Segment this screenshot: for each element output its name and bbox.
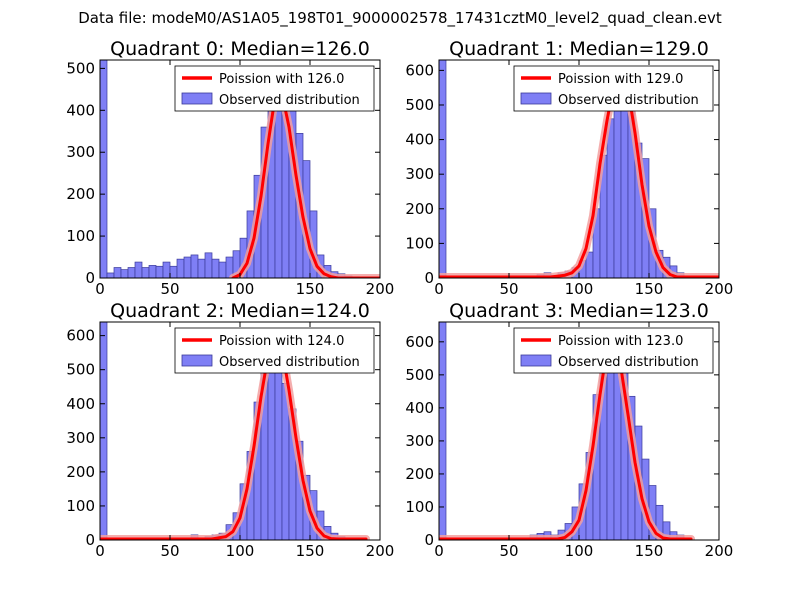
quadrant-3-xtick-label: 200 — [705, 542, 734, 560]
quadrant-0-hist-bar — [197, 258, 206, 278]
quadrant-0-hist-bar — [113, 267, 122, 278]
quadrant-0-ytick-label: 300 — [66, 143, 95, 161]
quadrant-3-legend-hist-swatch — [520, 354, 552, 367]
quadrant-0-hist-bar — [162, 261, 171, 278]
quadrant-2-legend-observed-label: Observed distribution — [219, 355, 360, 370]
quadrant-0-hist-bar — [190, 254, 199, 278]
quadrant-2-ytick-label: 300 — [66, 429, 95, 447]
quadrant-0-hist-bar — [155, 265, 164, 278]
quadrant-2-ytick-label: 600 — [66, 327, 95, 345]
quadrant-1-xtick-label: 150 — [635, 280, 664, 298]
quadrant-0-ytick-label: 100 — [66, 227, 95, 245]
quadrant-3-ytick-label: 400 — [405, 399, 434, 417]
quadrant-0-xtick-label: 100 — [226, 280, 255, 298]
quadrant-3-plot-area — [439, 322, 695, 540]
quadrant-2-panel: 0 50 100 150 200 0 100 200 300 400 500 600 Quadrant … — [66, 300, 394, 560]
quadrant-3-ytick-label: 200 — [405, 465, 434, 483]
quadrant-0-hist-bar — [127, 267, 136, 278]
quadrant-0-xtick-label: 0 — [95, 280, 105, 298]
quadrant-2-ytick-label: 0 — [85, 531, 95, 549]
quadrant-0-ytick-label: 0 — [85, 269, 95, 287]
quadrant-1-legend-observed-label: Observed distribution — [558, 93, 699, 108]
quadrant-2-title: Quadrant 2: Median=124.0 — [110, 300, 370, 322]
quadrant-2-ytick-label: 400 — [66, 395, 95, 413]
quadrant-1-ytick-label: 300 — [405, 165, 434, 183]
quadrant-0-ytick-label: 400 — [66, 101, 95, 119]
quadrant-0-hist-bar — [148, 265, 157, 278]
quadrant-3-ytick-label: 100 — [405, 498, 434, 516]
quadrant-1-hist-bar — [439, 60, 447, 278]
quadrant-3-xtick-label: 150 — [635, 542, 664, 560]
quadrant-1-ytick-label: 200 — [405, 200, 434, 218]
quadrant-1-ytick-label: 400 — [405, 131, 434, 149]
quadrant-3-hist-bar — [606, 353, 615, 540]
quadrant-3-legend-observed-label: Observed distribution — [558, 355, 699, 370]
quadrant-3-ytick-label: 500 — [405, 366, 434, 384]
quadrant-3-title: Quadrant 3: Median=123.0 — [449, 300, 709, 322]
quadrant-2-xtick-label: 100 — [226, 542, 255, 560]
quadrant-2-hist-bar — [100, 322, 108, 540]
quadrant-0-legend-observed-label: Observed distribution — [219, 93, 360, 108]
quadrant-0-hist-bar — [183, 256, 192, 278]
quadrant-2-ytick-label: 200 — [66, 463, 95, 481]
quadrant-3-xtick-label: 50 — [499, 542, 518, 560]
quadrant-2-xtick-label: 0 — [95, 542, 105, 560]
quadrant-3-panel: 0 50 100 150 200 0 100 200 300 400 500 600 Quadrant … — [405, 300, 733, 560]
quadrant-1-xtick-label: 0 — [434, 280, 444, 298]
quadrant-0-hist-bar — [211, 258, 220, 278]
quadrant-2-legend-hist-swatch — [181, 354, 213, 367]
quadrant-0-xtick-label: 150 — [296, 280, 325, 298]
quadrant-3-ytick-label: 600 — [405, 333, 434, 351]
quadrant-0-hist-bar — [120, 269, 129, 278]
quadrant-1-ytick-label: 100 — [405, 234, 434, 252]
quadrant-3-legend-poisson-label: Poission with 123.0 — [558, 334, 683, 349]
quadrant-3-xtick-label: 0 — [434, 542, 444, 560]
quadrant-1-legend-poisson-label: Poission with 129.0 — [558, 72, 683, 87]
quadrant-3-hist-bar — [439, 322, 447, 540]
quadrant-2-xtick-label: 150 — [296, 542, 325, 560]
quadrant-0-title: Quadrant 0: Median=126.0 — [110, 38, 370, 60]
quadrant-1-panel: 0 50 100 150 200 0 100 200 300 400 500 600 Quadrant … — [405, 38, 733, 298]
quadrant-0-hist-bar — [218, 261, 227, 278]
quadrant-2-ytick-label: 100 — [66, 497, 95, 515]
quadrant-2-legend-box — [174, 327, 375, 374]
quadrant-1-hist-bar — [606, 118, 615, 278]
quadrant-1-xtick-label: 200 — [705, 280, 734, 298]
quadrant-0-plot-area — [100, 60, 380, 278]
quadrant-1-title: Quadrant 1: Median=129.0 — [449, 38, 709, 60]
figure-suptitle: Data file: modeM0/AS1A05_198T01_90000025… — [78, 9, 722, 27]
quadrant-0-hist-bar — [169, 265, 178, 278]
quadrant-1-xtick-label: 100 — [565, 280, 594, 298]
quadrant-0-ytick-label: 500 — [66, 59, 95, 77]
quadrant-1-ytick-label: 500 — [405, 96, 434, 114]
quadrant-1-ytick-label: 0 — [424, 269, 434, 287]
quadrant-0-hist-bar — [134, 261, 143, 278]
quadrant-1-xtick-label: 50 — [499, 280, 518, 298]
quadrant-3-ytick-label: 300 — [405, 432, 434, 450]
quadrant-0-legend-hist-swatch — [181, 92, 213, 105]
quadrant-1-ytick-label: 600 — [405, 61, 434, 79]
quadrant-0-hist-bar — [100, 60, 108, 278]
quadrant-2-xtick-label: 50 — [160, 542, 179, 560]
quadrant-3-ytick-label: 0 — [424, 531, 434, 549]
quadrant-0-ytick-label: 200 — [66, 185, 95, 203]
quadrant-0-panel: 0 50 100 150 200 0 100 200 300 400 500 Quadrant 0: … — [66, 38, 394, 298]
quadrant-0-hist-bar — [204, 252, 213, 278]
quadrant-2-xtick-label: 200 — [366, 542, 395, 560]
quadrant-1-legend-hist-swatch — [520, 92, 552, 105]
quadrant-0-xtick-label: 200 — [366, 280, 395, 298]
quadrant-0-legend-poisson-label: Poission with 126.0 — [219, 72, 344, 87]
quadrant-0-hist-bar — [176, 258, 185, 278]
quadrant-2-legend-poisson-label: Poission with 124.0 — [219, 334, 344, 349]
quadrant-3-xtick-label: 100 — [565, 542, 594, 560]
quadrant-0-xtick-label: 50 — [160, 280, 179, 298]
quadrant-0-hist-bar — [106, 272, 115, 278]
quadrant-2-ytick-label: 500 — [66, 361, 95, 379]
quadrant-0-hist-bar — [141, 267, 150, 278]
